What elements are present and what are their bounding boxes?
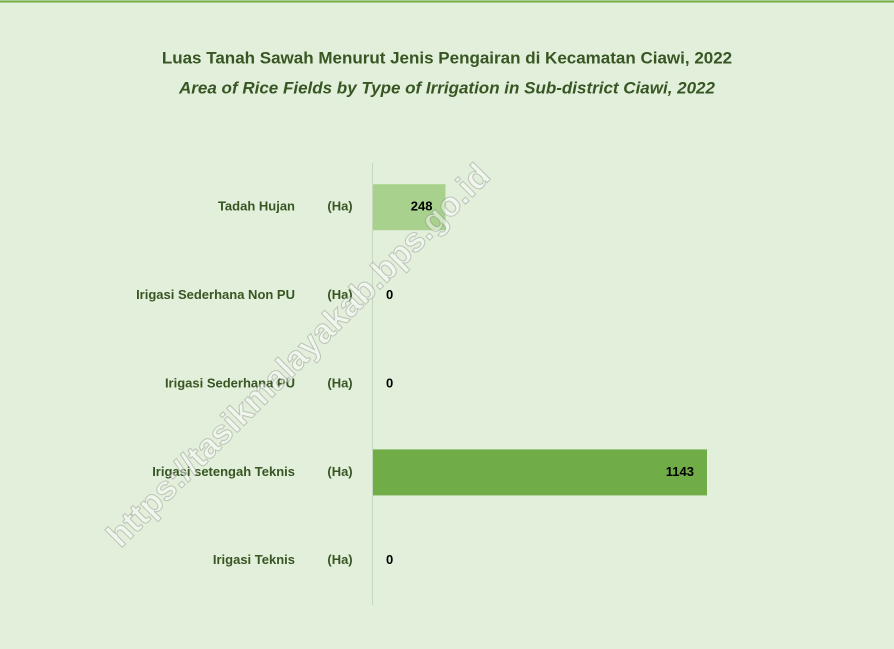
bar (373, 184, 446, 231)
chart-subtitle: Area of Rice Fields by Type of Irrigatio… (178, 78, 715, 97)
bar (373, 449, 707, 496)
unit-label: (Ha) (327, 375, 352, 390)
unit-label: (Ha) (327, 552, 352, 567)
value-label: 0 (386, 287, 393, 302)
category-label: Irigasi Sederhana PU (165, 375, 295, 390)
chart-title: Luas Tanah Sawah Menurut Jenis Pengairan… (162, 48, 732, 67)
value-label: 248 (411, 199, 433, 214)
category-label: Irigasi Teknis (213, 552, 295, 567)
value-label: 0 (386, 552, 393, 567)
value-label: 1143 (666, 464, 694, 479)
unit-label: (Ha) (327, 287, 352, 302)
value-label: 0 (386, 375, 393, 390)
unit-label: (Ha) (327, 464, 352, 479)
unit-label: (Ha) (327, 199, 352, 214)
category-label: Tadah Hujan (218, 199, 295, 214)
category-label: Irigasi Sederhana Non PU (136, 287, 295, 302)
category-label: Irigasi setengah Teknis (152, 464, 295, 479)
